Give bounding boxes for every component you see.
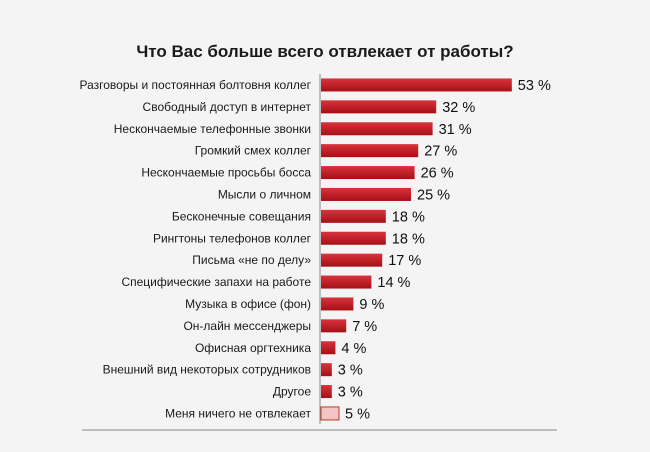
- value-label: 17 %: [388, 253, 421, 269]
- category-label: Меня ничего не отвлекает: [165, 406, 311, 420]
- category-label: Разговоры и постоянная болтовня коллег: [80, 78, 312, 92]
- category-label: Свободный доступ в интернет: [143, 100, 312, 114]
- value-label: 5 %: [345, 406, 370, 422]
- bar: [321, 100, 437, 114]
- bar: [321, 385, 332, 399]
- bar: [321, 363, 332, 377]
- category-label: Он-лайн мессенджеры: [183, 319, 311, 333]
- value-label: 7 %: [352, 319, 377, 335]
- bar: [321, 122, 433, 136]
- category-label: Громкий смех коллег: [195, 144, 312, 158]
- value-label: 32 %: [442, 100, 475, 116]
- bar: [321, 297, 354, 311]
- category-label: Специфические запахи на работе: [121, 275, 311, 289]
- bar: [321, 187, 411, 201]
- category-label: Офисная оргтехника: [195, 341, 311, 355]
- chart-title: Что Вас больше всего отвлекает от работы…: [136, 42, 513, 61]
- bar: [321, 144, 419, 158]
- category-label: Музыка в офисе (фон): [185, 297, 311, 311]
- value-label: 18 %: [392, 231, 425, 247]
- bar: [321, 341, 336, 355]
- value-label: 4 %: [341, 341, 366, 357]
- value-label: 18 %: [392, 209, 425, 225]
- bar: [321, 209, 386, 223]
- category-label: Мысли о личном: [218, 187, 311, 201]
- value-label: 14 %: [377, 275, 410, 291]
- category-label: Письма «не по делу»: [192, 253, 311, 267]
- value-label: 26 %: [421, 166, 454, 182]
- bar: [321, 275, 372, 289]
- bar: [321, 78, 512, 92]
- category-label: Другое: [273, 385, 311, 399]
- category-label: Нескончаемые просьбы босса: [141, 166, 311, 180]
- category-label: Внешний вид некоторых сотрудников: [103, 363, 311, 377]
- value-label: 27 %: [424, 144, 457, 160]
- category-label: Нескончаемые телефонные звонки: [114, 122, 311, 136]
- bars-group: Разговоры и постоянная болтовня коллег 53…: [80, 78, 551, 423]
- bar: [321, 166, 415, 180]
- value-label: 31 %: [439, 122, 472, 138]
- bar: [321, 231, 386, 245]
- value-label: 25 %: [417, 187, 450, 203]
- bar: [321, 319, 347, 333]
- value-label: 3 %: [338, 363, 363, 379]
- category-label: Рингтоны телефонов коллег: [153, 231, 312, 245]
- value-label: 3 %: [338, 385, 363, 401]
- value-label: 53 %: [518, 78, 551, 94]
- category-label: Бесконечные совещания: [172, 209, 311, 223]
- bar: [320, 406, 340, 421]
- value-label: 9 %: [359, 297, 384, 313]
- bar: [321, 253, 383, 267]
